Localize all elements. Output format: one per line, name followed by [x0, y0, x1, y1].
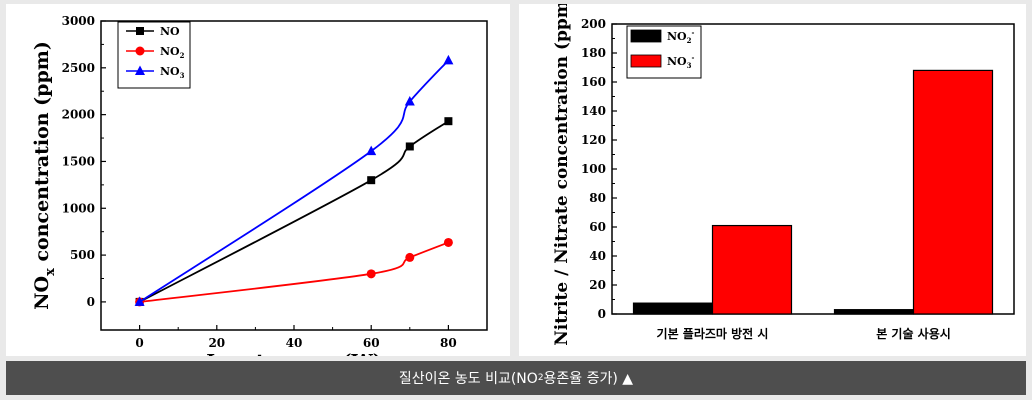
- y-tick-label: 60: [589, 220, 606, 234]
- x-axis-title: Input power (W): [206, 351, 382, 356]
- data-point-triangle: [404, 96, 415, 106]
- legend-label-sup: -: [692, 53, 695, 62]
- legend-label-main: NO: [667, 55, 687, 68]
- data-point-triangle: [134, 296, 145, 306]
- y-axis-title-sub: x: [43, 268, 58, 276]
- data-point-square: [444, 117, 453, 126]
- legend-label-sup: -: [692, 28, 695, 37]
- x-tick-label: 60: [363, 336, 380, 350]
- legend-label-sub: 2: [687, 36, 692, 45]
- legend-label-sub: 3: [180, 71, 185, 80]
- bar: [632, 302, 714, 315]
- line-chart: 0 500 1000 1500 2000 2500 3000 0 20 40 60 80 Input p…: [31, 14, 488, 373]
- y-tick-label: 160: [581, 75, 606, 89]
- legend-label: NO2-: [667, 28, 695, 45]
- data-point-triangle: [135, 65, 145, 75]
- bar-chart: 0 20 40 60 80 100 120 140 160 180 200 Nitrite / Nit…: [552, 0, 1015, 346]
- y-tick-label: 2500: [62, 61, 95, 75]
- bar: [833, 309, 915, 315]
- y-tick-label: 0: [598, 307, 606, 321]
- y-tick-label: 1000: [62, 201, 95, 215]
- y-axis-title: NOx concentration (ppm): [31, 41, 58, 310]
- legend-label: NO2: [160, 45, 185, 60]
- legend-swatch: [630, 29, 662, 43]
- y-tick-label: 120: [581, 133, 606, 147]
- bar: [711, 224, 793, 315]
- data-point-circle: [135, 46, 145, 56]
- series-line: [139, 120, 449, 303]
- legend-label-sub: 3: [687, 61, 692, 70]
- legend-label-main: NO: [160, 45, 180, 58]
- caption-text-after: 용존율 증가) ▲: [543, 371, 634, 387]
- y-tick-label: 80: [589, 191, 606, 205]
- x-tick-label: 40: [286, 336, 303, 350]
- category-label: 기본 플라즈마 방전 시: [657, 326, 769, 341]
- y-tick-label: 3000: [62, 14, 95, 28]
- legend-box: [117, 21, 191, 89]
- data-point-square: [136, 27, 144, 35]
- legend-label-main: NO: [667, 30, 687, 43]
- bar-chart-panel: 0 20 40 60 80 100 120 140 160 180 200 Nitrite / Nit…: [519, 0, 1026, 356]
- data-point-circle: [366, 269, 376, 279]
- legend-label-main: NO: [160, 25, 180, 38]
- data-point-triangle: [443, 54, 454, 65]
- legend-swatch: [630, 54, 662, 68]
- caption-text-before: 질산이온 농도 비교(NO: [398, 371, 538, 387]
- y-tick-label: 40: [589, 249, 606, 263]
- y-tick-label: 100: [581, 162, 606, 176]
- x-tick-label: 0: [135, 336, 143, 350]
- y-tick-label: 200: [581, 17, 606, 31]
- y-axis-title-main: NO: [31, 276, 53, 310]
- line-chart-panel: 0 500 1000 1500 2000 2500 3000 0 20 40 60 80 Input p…: [6, 4, 510, 373]
- figure-caption: 질산이온 농도 비교(NO 2 용존율 증가) ▲: [6, 361, 1026, 395]
- legend-label: NO3: [160, 65, 185, 80]
- y-tick-label: 1500: [62, 154, 95, 168]
- bar: [912, 69, 994, 315]
- series-line: [139, 59, 450, 303]
- data-point-triangle: [366, 145, 377, 156]
- y-axis-title: Nitrite / Nitrate concentration (ppm): [552, 4, 572, 346]
- y-tick-label: 0: [87, 295, 95, 309]
- caption-text-sub: 2: [537, 373, 544, 383]
- y-tick-label: 140: [581, 104, 606, 118]
- legend-label: NO3-: [667, 53, 695, 70]
- legend-label-main: NO: [160, 65, 180, 78]
- data-point-circle: [405, 252, 415, 262]
- data-point-square: [405, 142, 414, 151]
- x-tick-label: 20: [208, 336, 225, 350]
- legend-label: NO: [160, 25, 180, 38]
- series-line: [139, 241, 449, 303]
- y-axis-title-rest: concentration (ppm): [31, 41, 53, 268]
- data-point-square: [367, 176, 376, 185]
- legend-label-sub: 2: [180, 51, 185, 60]
- y-tick-label: 180: [581, 46, 606, 60]
- y-tick-label: 2000: [62, 108, 95, 122]
- y-tick-label: 20: [589, 278, 606, 292]
- category-label: 본 기술 사용시: [876, 326, 951, 341]
- x-tick-label: 80: [440, 336, 457, 350]
- data-point-circle: [443, 237, 453, 247]
- y-tick-label: 500: [70, 248, 95, 262]
